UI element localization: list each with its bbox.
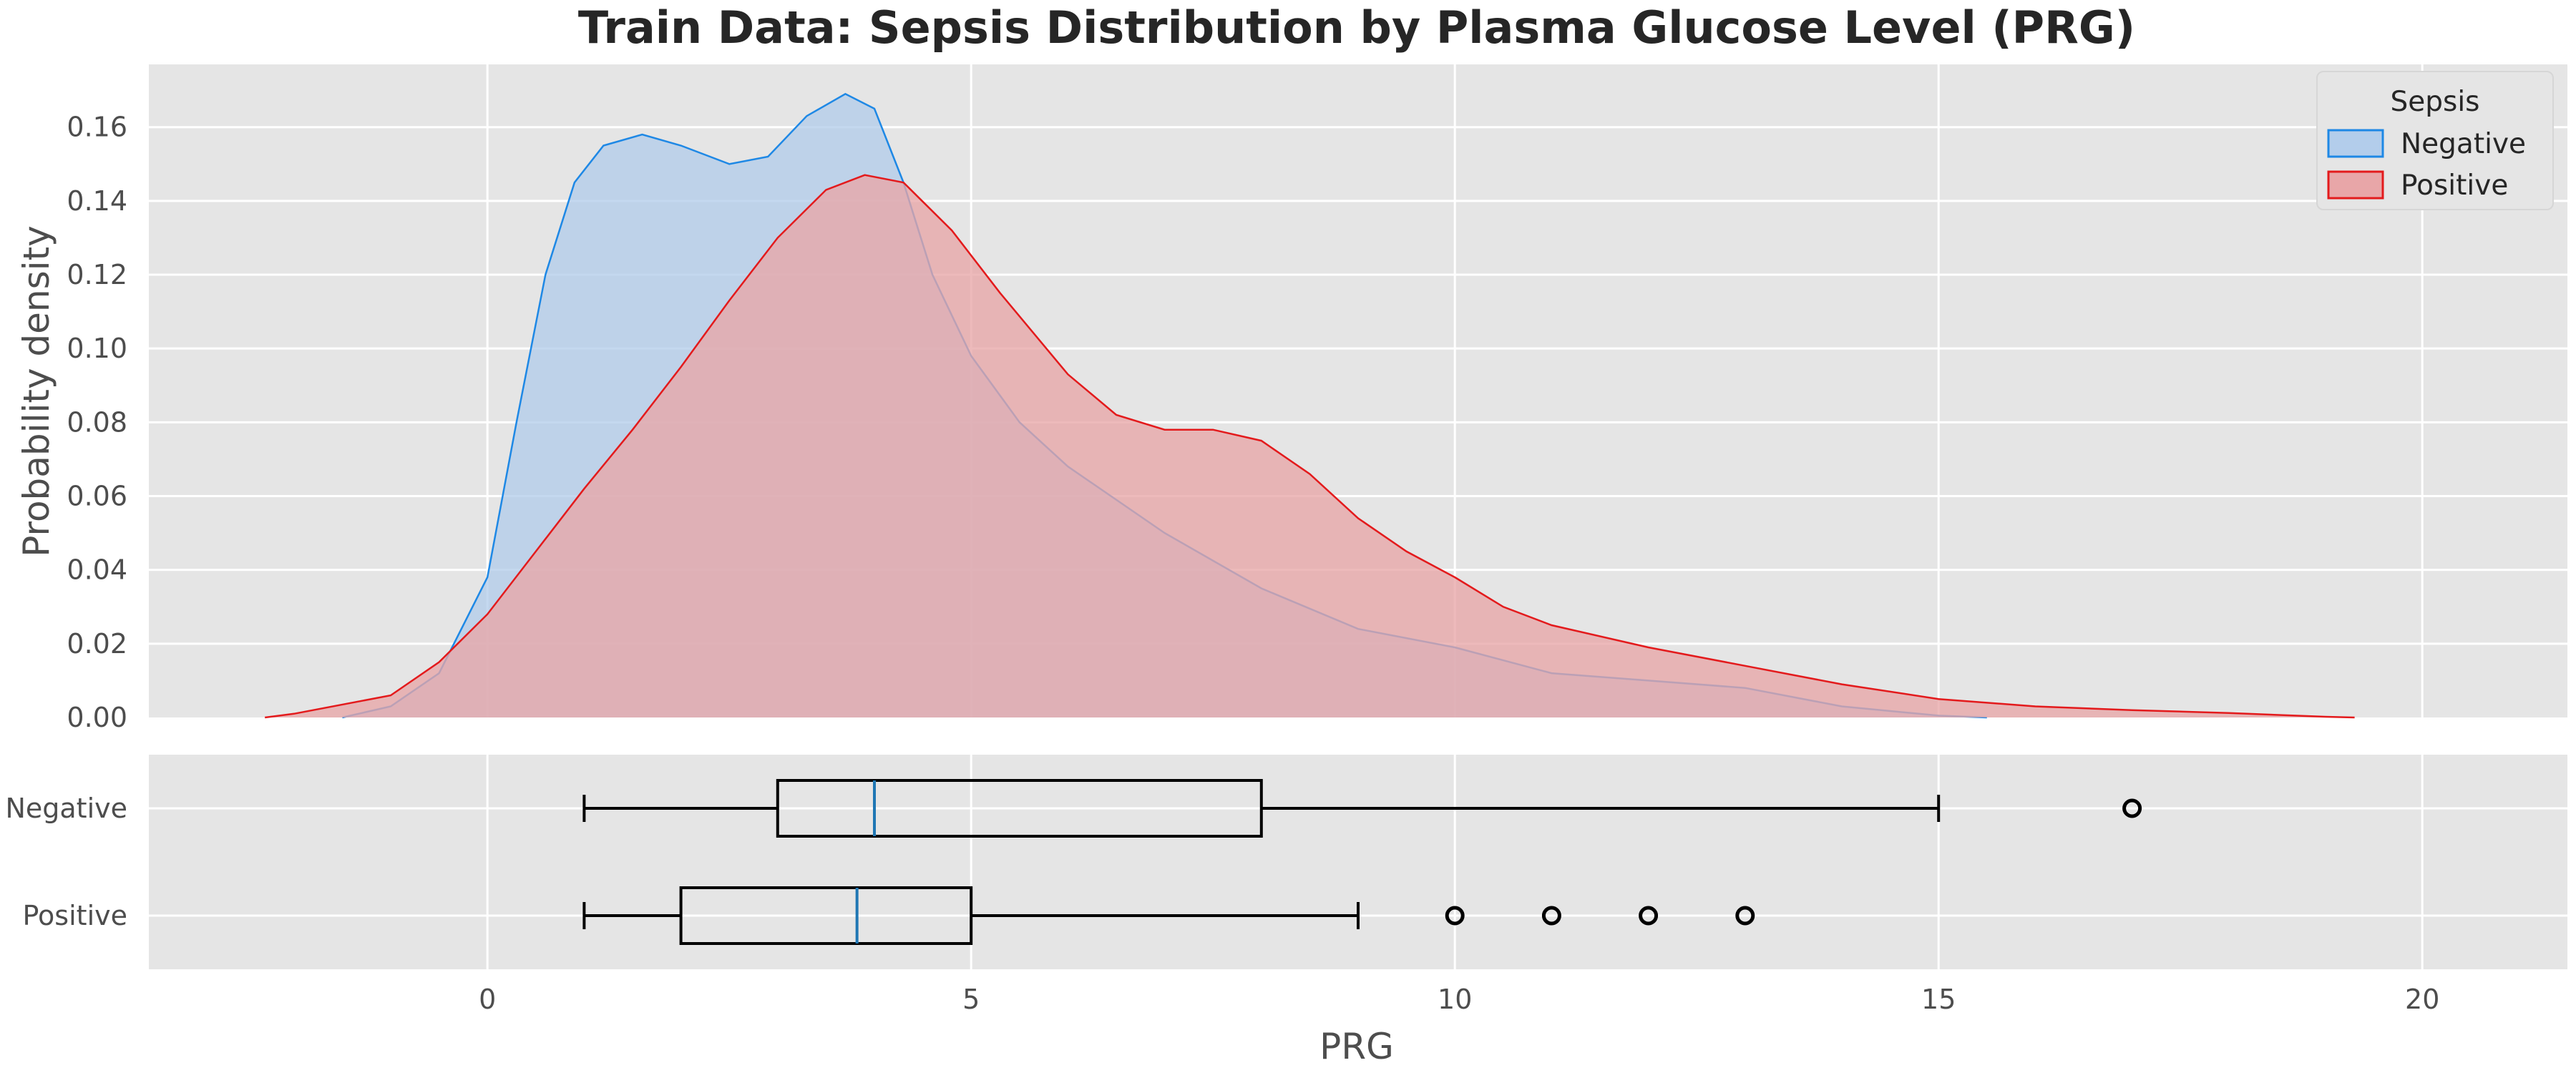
y-tick-label: 0.12 — [67, 259, 127, 290]
legend-label-negative: Negative — [2401, 128, 2526, 160]
y-tick-label: 0.10 — [67, 333, 127, 364]
x-tick-label: 10 — [1438, 984, 1472, 1015]
outlier-point — [1541, 906, 1561, 926]
legend-swatch-positive — [2327, 170, 2384, 200]
outlier-point — [1639, 906, 1659, 926]
box-iqr — [776, 779, 1263, 838]
y-tick-label: 0.02 — [67, 628, 127, 660]
box-positive — [582, 886, 1755, 945]
category-label-positive: Positive — [23, 900, 128, 931]
density-curves — [265, 92, 2355, 719]
boxplot-area — [149, 755, 2567, 969]
y-tick-label: 0.14 — [67, 185, 127, 217]
density-y-ticks: 0.00 0.02 0.04 0.06 0.08 0.10 0.12 0.14 0.16 — [67, 112, 127, 733]
y-tick-label: 0.00 — [67, 702, 127, 733]
y-tick-label: 0.06 — [67, 481, 127, 512]
outlier-point — [1735, 906, 1755, 926]
y-tick-label: 0.16 — [67, 112, 127, 143]
boxplot-category-ticks: Negative Positive — [5, 793, 127, 931]
x-ticks: 0 5 10 15 20 — [479, 984, 2439, 1015]
x-tick-label: 20 — [2405, 984, 2439, 1015]
box-iqr — [679, 886, 973, 945]
y-axis-label: Probability density — [16, 225, 57, 557]
legend-title: Sepsis — [2391, 86, 2480, 118]
legend-swatch-negative — [2327, 129, 2384, 158]
density-line-positive — [265, 174, 2355, 719]
density-area-positive — [265, 175, 2355, 717]
x-tick-label: 0 — [479, 984, 496, 1015]
y-tick-label: 0.04 — [67, 554, 127, 586]
chart-title: Train Data: Sepsis Distribution by Plasm… — [578, 1, 2135, 54]
y-tick-label: 0.08 — [67, 406, 127, 438]
outlier-point — [2122, 798, 2142, 818]
boxplot-marks — [582, 779, 2142, 945]
legend-label-positive: Positive — [2401, 170, 2508, 202]
outlier-point — [1445, 906, 1465, 926]
x-tick-label: 15 — [1921, 984, 1956, 1015]
x-tick-label: 5 — [962, 984, 980, 1015]
category-label-negative: Negative — [5, 793, 127, 824]
legend: Sepsis Negative Positive — [2316, 71, 2554, 210]
box-negative — [582, 779, 2142, 838]
x-axis-label: PRG — [1319, 1026, 1394, 1067]
